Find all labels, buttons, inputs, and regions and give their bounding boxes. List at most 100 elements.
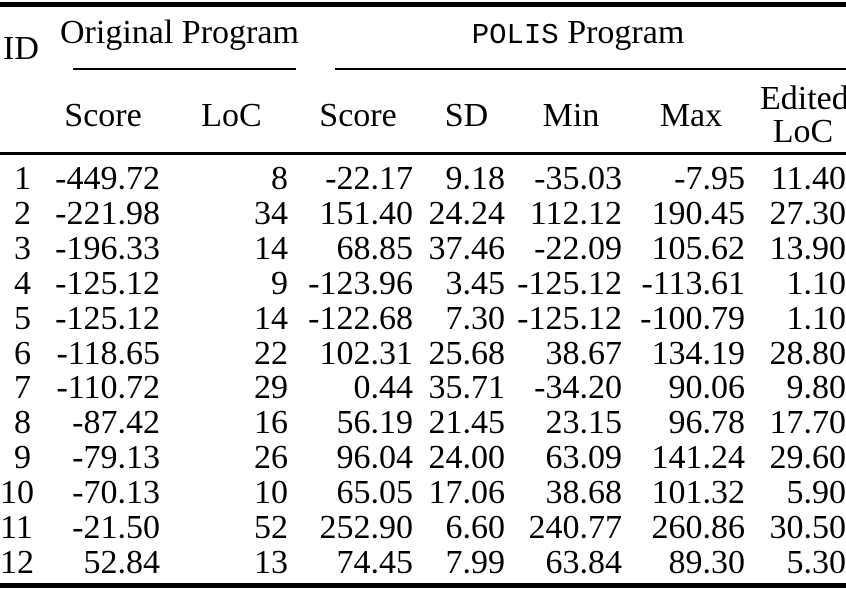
cell-sd: 7.99	[445, 543, 506, 581]
cell-edited-loc: 13.90	[769, 230, 846, 268]
cell-edited-loc: 5.90	[786, 474, 846, 512]
cell-max: 105.62	[651, 230, 746, 268]
cell-score: 252.90	[319, 508, 414, 546]
cell-max: -100.79	[640, 299, 745, 337]
cell-score: 0.44	[353, 369, 414, 407]
col-header-sd: SD	[444, 96, 489, 134]
cell-orig-score: -125.12	[55, 264, 160, 302]
cell-sd: 3.45	[445, 264, 506, 302]
cell-orig-score: -118.65	[56, 334, 160, 372]
cell-sd: 24.24	[428, 195, 506, 233]
group-header-original-program: Original Program	[60, 14, 299, 51]
cell-min: 23.15	[545, 404, 623, 442]
cell-max: -7.95	[674, 160, 745, 198]
group-header-polis-program: POLIS Program	[335, 16, 821, 53]
cell-max: -113.61	[641, 264, 745, 302]
cmidrule-polis	[335, 68, 846, 70]
cell-orig-loc: 9	[271, 264, 288, 302]
table-row: 4 -125.12 9 -123.96 3.45 -125.12 -113.61 1.10	[0, 264, 846, 302]
cell-sd: 37.46	[428, 230, 506, 268]
cell-orig-score: -21.50	[72, 508, 160, 546]
polis-label: POLIS	[471, 19, 559, 52]
cell-sd: 25.68	[428, 334, 506, 372]
cell-edited-loc: 1.10	[786, 299, 846, 337]
cell-min: -35.03	[534, 160, 622, 198]
cell-id: 7	[14, 369, 31, 407]
cell-score: 68.85	[336, 230, 414, 268]
cell-id: 9	[14, 439, 31, 477]
edited-loc-label: LoC	[772, 113, 834, 150]
cell-min: -125.12	[517, 299, 622, 337]
cell-max: 101.32	[651, 474, 746, 512]
top-rule	[0, 2, 846, 7]
cell-orig-score: 52.84	[83, 543, 161, 581]
column-header-row: Score LoC Score SD Min Max Edited LoC	[0, 80, 846, 150]
cell-score: 96.04	[336, 439, 414, 477]
cell-edited-loc: 5.30	[786, 543, 846, 581]
cell-max: 141.24	[651, 439, 746, 477]
cell-edited-loc: 27.30	[769, 195, 846, 233]
col-header-edited-loc: Edited LoC	[745, 80, 846, 150]
cell-id: 11	[0, 508, 33, 546]
cell-id: 3	[14, 230, 31, 268]
cell-min: 240.77	[528, 508, 623, 546]
cell-id: 10	[0, 474, 34, 512]
header-rule	[0, 152, 846, 155]
cell-score: -122.68	[308, 299, 413, 337]
col-header-min: Min	[542, 96, 600, 134]
cell-orig-loc: 29	[254, 369, 288, 407]
polis-program-label: Program	[567, 14, 685, 51]
table-row: 11 -21.50 52 252.90 6.60 240.77 260.86 30.50	[0, 510, 846, 545]
cell-min: -34.20	[534, 369, 622, 407]
table-row: 6 -118.65 22 102.31 25.68 38.67 134.19 28.80	[0, 336, 846, 371]
cell-max: 134.19	[651, 334, 746, 372]
cmidrule-original	[73, 68, 296, 70]
table-row: 5 -125.12 14 -122.68 7.30 -125.12 -100.79 1.10	[0, 301, 846, 336]
col-header-id: ID	[3, 30, 39, 67]
cell-max: 90.06	[668, 369, 746, 407]
cell-score: 65.05	[336, 474, 414, 512]
cell-sd: 35.71	[428, 369, 506, 407]
cell-id: 4	[14, 264, 31, 302]
table-row: 8 -87.42 16 56.19 21.45 23.15 96.78 17.70	[0, 406, 846, 441]
cell-orig-score: -70.13	[72, 474, 160, 512]
cell-orig-loc: 34	[254, 195, 288, 233]
cell-sd: 17.06	[428, 474, 506, 512]
cell-orig-loc: 26	[254, 439, 288, 477]
cell-max: 89.30	[668, 543, 746, 581]
cell-max: 96.78	[668, 404, 746, 442]
cell-min: 38.68	[545, 474, 623, 512]
cell-sd: 21.45	[428, 404, 506, 442]
col-header-polis-score: Score	[319, 96, 397, 134]
cell-orig-score: -196.33	[55, 230, 160, 268]
cell-id: 12	[0, 543, 34, 581]
cell-score: 74.45	[336, 543, 414, 581]
table-row: 3 -196.33 14 68.85 37.46 -22.09 105.62 13.90	[0, 232, 846, 267]
cell-min: 112.12	[529, 195, 622, 233]
bottom-rule	[0, 583, 846, 588]
cell-id: 1	[14, 160, 31, 198]
cell-orig-loc: 14	[254, 230, 288, 268]
cell-edited-loc: 1.10	[786, 264, 846, 302]
cell-orig-score: -221.98	[55, 195, 160, 233]
cell-orig-loc: 22	[254, 334, 288, 372]
cell-orig-score: -79.13	[72, 439, 160, 477]
cell-min: 63.09	[545, 439, 623, 477]
table-row: 12 52.84 13 74.45 7.99 63.84 89.30 5.30	[0, 545, 846, 580]
cell-edited-loc: 9.80	[786, 369, 846, 407]
table-row: 10 -70.13 10 65.05 17.06 38.68 101.32 5.90	[0, 476, 846, 511]
col-header-orig-loc: LoC	[201, 96, 262, 134]
cell-orig-loc: 10	[254, 474, 288, 512]
cell-sd: 7.30	[445, 299, 506, 337]
edited-label: Edited	[760, 80, 846, 117]
cell-id: 8	[14, 404, 31, 442]
cell-min: 38.67	[545, 334, 623, 372]
cell-min: -22.09	[534, 230, 622, 268]
cell-edited-loc: 28.80	[769, 334, 846, 372]
table-row: 1 -449.72 8 -22.17 9.18 -35.03 -7.95 11.40	[0, 162, 846, 197]
cell-orig-score: -449.72	[55, 160, 160, 198]
cell-edited-loc: 29.60	[769, 439, 846, 477]
cell-sd: 6.60	[445, 508, 506, 546]
cell-orig-loc: 16	[254, 404, 288, 442]
